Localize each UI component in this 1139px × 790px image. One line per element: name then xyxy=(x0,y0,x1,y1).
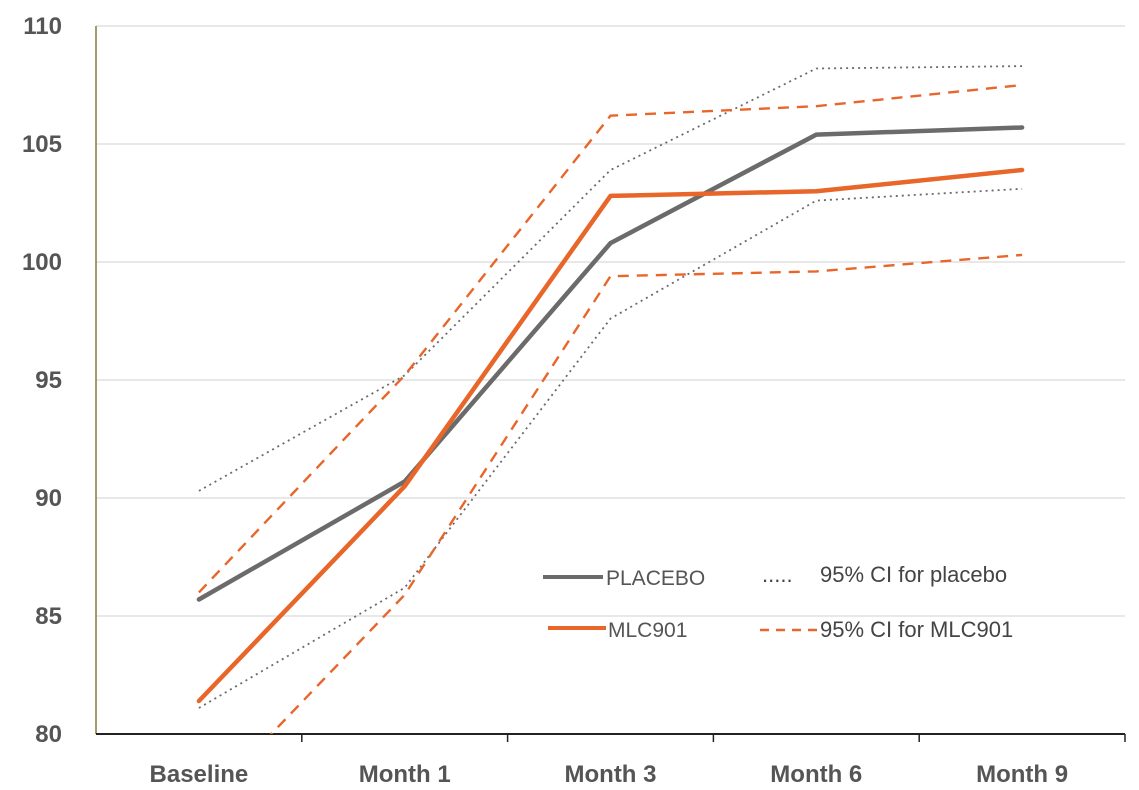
x-tick-label: Month 3 xyxy=(565,761,657,788)
series-line-placebo xyxy=(196,125,1025,602)
series-line-95-ci-for-mlc901-upper xyxy=(198,83,1023,594)
legend: PLACEBO ..... 95% CI for placebo MLC901 … xyxy=(543,562,1013,642)
gridlines xyxy=(96,25,1125,617)
y-tick-label: 90 xyxy=(35,485,62,512)
legend-label-ci-mlc901: 95% CI for MLC901 xyxy=(820,617,1013,642)
series-line-95-ci-for-placebo-lower xyxy=(198,187,1023,709)
x-tick-label: Month 1 xyxy=(359,761,451,788)
y-tick-label: 95 xyxy=(35,367,62,394)
y-tick-label: 110 xyxy=(23,13,62,40)
series-lines xyxy=(196,65,1025,734)
legend-label-mlc901: MLC901 xyxy=(608,619,687,642)
y-tick-labels: 80 85 90 95 100 105 110 xyxy=(22,13,62,748)
y-tick-label: 80 xyxy=(35,721,62,748)
y-tick-label: 85 xyxy=(35,603,62,630)
y-tick-label: 105 xyxy=(22,131,62,158)
axes xyxy=(95,26,1126,742)
x-tick-label: Month 9 xyxy=(976,761,1068,788)
x-tick-label: Month 6 xyxy=(770,761,862,788)
x-tick-labels: Baseline Month 1 Month 3 Month 6 Month 9 xyxy=(150,761,1069,788)
series-line-mlc901 xyxy=(196,167,1025,704)
series-line-95-ci-for-placebo-upper xyxy=(198,65,1023,492)
legend-ci-marker-placebo: ..... xyxy=(762,562,793,587)
y-tick-label: 100 xyxy=(22,249,62,276)
legend-label-placebo: PLACEBO xyxy=(606,567,705,590)
series-line-95-ci-for-mlc901-lower xyxy=(269,253,1023,734)
legend-label-ci-placebo: 95% CI for placebo xyxy=(820,562,1007,587)
x-tick-label: Baseline xyxy=(150,761,249,788)
